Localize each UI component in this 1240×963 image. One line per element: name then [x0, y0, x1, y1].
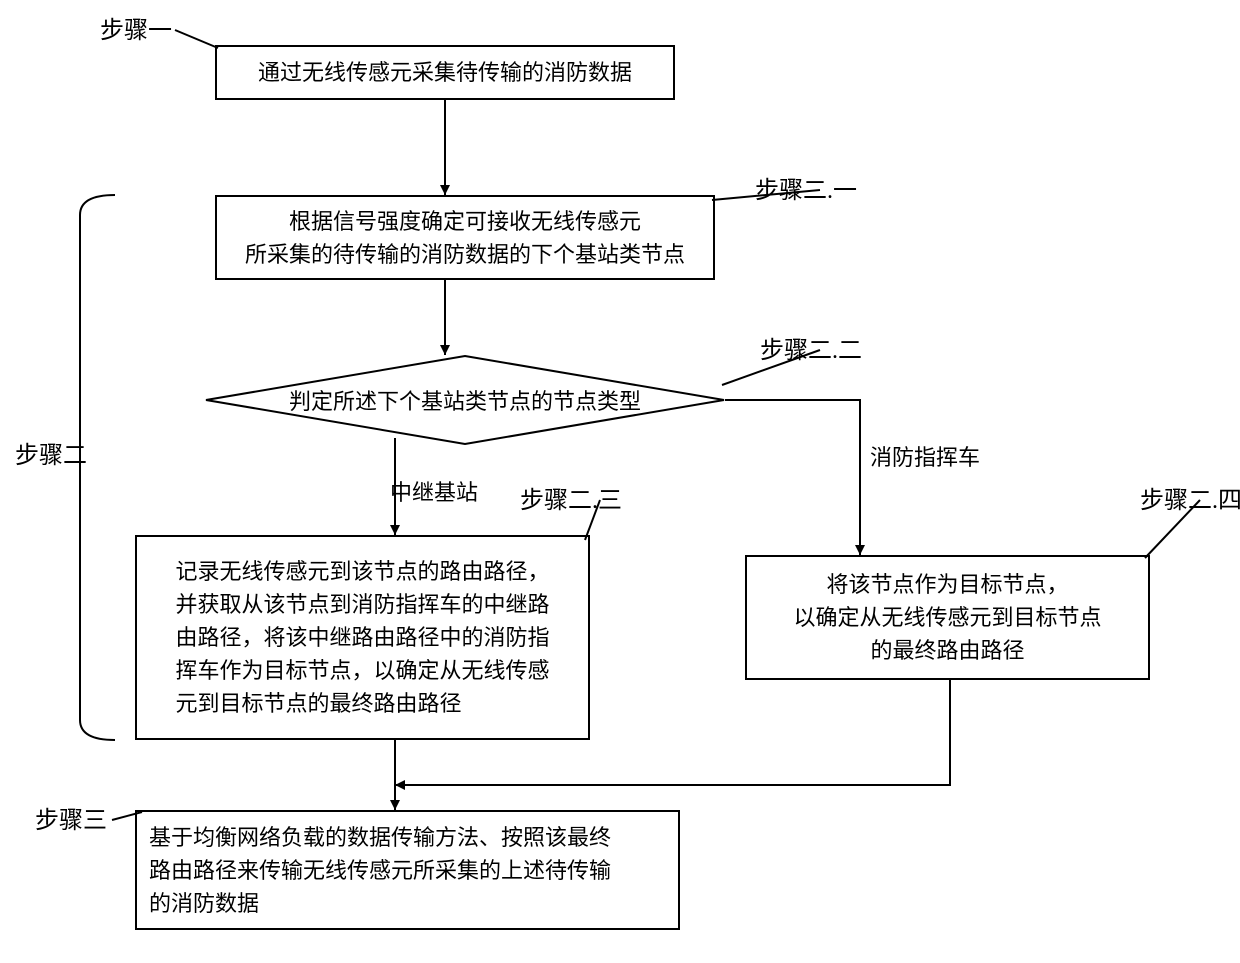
node-step1-text: 通过无线传感元采集待传输的消防数据	[258, 56, 632, 89]
node-step1: 通过无线传感元采集待传输的消防数据	[215, 45, 675, 100]
node-step3-text: 基于均衡网络负载的数据传输方法、按照该最终 路由路径来传输无线传感元所采集的上述…	[149, 821, 611, 920]
node-step2-3: 记录无线传感元到该节点的路由路径， 并获取从该节点到消防指挥车的中继路 由路径，…	[135, 535, 590, 740]
node-step2-1-text: 根据信号强度确定可接收无线传感元 所采集的待传输的消防数据的下个基站类节点	[245, 205, 685, 271]
node-step2-4: 将该节点作为目标节点， 以确定从无线传感元到目标节点 的最终路由路径	[745, 555, 1150, 680]
edge-label-command: 消防指挥车	[870, 440, 980, 472]
flowchart-canvas: 通过无线传感元采集待传输的消防数据 根据信号强度确定可接收无线传感元 所采集的待…	[0, 0, 1240, 963]
label-step2-4: 步骤二.四	[1140, 480, 1240, 515]
label-step3: 步骤三	[35, 800, 107, 835]
node-step2-2-diamond: 判定所述下个基站类节点的节点类型	[205, 355, 725, 445]
label-step2: 步骤二	[15, 435, 87, 470]
edge-label-relay: 中继基站	[390, 475, 478, 507]
label-step2-3: 步骤二.三	[520, 480, 622, 515]
node-step2-4-text: 将该节点作为目标节点， 以确定从无线传感元到目标节点 的最终路由路径	[793, 568, 1101, 667]
label-step1: 步骤一	[100, 10, 172, 45]
node-step3: 基于均衡网络负载的数据传输方法、按照该最终 路由路径来传输无线传感元所采集的上述…	[135, 810, 680, 930]
label-step2-1: 步骤二.一	[755, 170, 857, 205]
label-step2-2: 步骤二.二	[760, 330, 862, 365]
node-step2-1: 根据信号强度确定可接收无线传感元 所采集的待传输的消防数据的下个基站类节点	[215, 195, 715, 280]
node-step2-2-text: 判定所述下个基站类节点的节点类型	[289, 384, 641, 416]
node-step2-3-text: 记录无线传感元到该节点的路由路径， 并获取从该节点到消防指挥车的中继路 由路径，…	[175, 555, 549, 720]
